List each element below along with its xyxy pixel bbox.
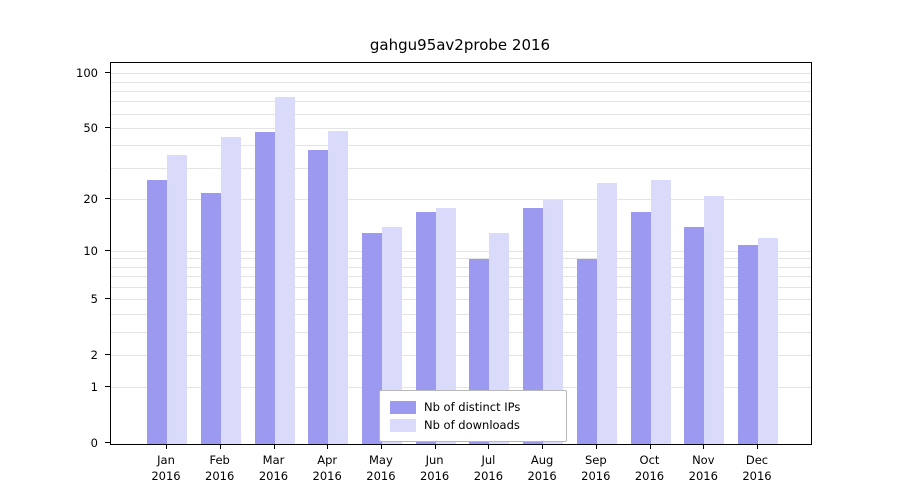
bar: [684, 226, 705, 444]
x-tick-mark: [542, 444, 544, 449]
bar: [596, 182, 617, 444]
x-tick-label: Jan 2016: [151, 453, 181, 483]
legend-swatch: [390, 400, 416, 414]
gridline: [111, 73, 811, 75]
x-tick-mark: [434, 444, 436, 449]
x-tick-label: Mar 2016: [258, 453, 289, 483]
x-tick-mark: [649, 444, 651, 449]
y-tick-label: 0: [90, 436, 98, 450]
bar: [254, 132, 275, 444]
bar: [738, 244, 758, 444]
bar: [274, 96, 295, 444]
x-tick-mark: [273, 444, 275, 449]
y-tick-label: 100: [76, 66, 98, 81]
bar: [543, 200, 564, 444]
gridline: [111, 145, 811, 147]
y-tick-label: 50: [83, 120, 98, 135]
y-tick-mark: [105, 298, 110, 300]
bar: [328, 130, 349, 444]
x-tick-label: Apr 2016: [312, 453, 342, 483]
x-tick-mark: [757, 444, 758, 449]
bar: [704, 196, 725, 444]
legend-label: Nb of downloads: [424, 418, 520, 432]
bar: [147, 179, 167, 444]
gridline: [111, 127, 811, 129]
y-tick-label: 5: [90, 292, 98, 307]
x-axis: Jan 2016 Feb 2016 Mar 2016 Apr 2016 May 2016…: [110, 444, 810, 490]
gridline: [111, 387, 811, 389]
bar: [200, 192, 221, 444]
x-tick-mark: [327, 444, 329, 449]
legend-label: Nb of distinct IPs: [424, 400, 521, 414]
bar: [630, 212, 651, 444]
y-tick-mark: [105, 353, 110, 355]
gridline: [111, 276, 811, 278]
x-tick-label: Sep 2016: [581, 453, 611, 483]
x-tick-label: Jul 2016: [473, 453, 504, 483]
gridline: [111, 331, 811, 333]
gridline: [111, 199, 811, 200]
gridline: [111, 258, 811, 260]
bar: [576, 259, 597, 444]
bar: [435, 208, 456, 444]
gridline: [111, 299, 811, 301]
gridline: [111, 266, 811, 268]
y-tick-label: 10: [83, 243, 98, 258]
y-tick-mark: [105, 126, 110, 128]
y-tick-label: 2: [90, 347, 98, 362]
bar: [381, 226, 402, 444]
gridline: [111, 287, 811, 288]
legend-item: Nb of distinct IPs: [390, 398, 556, 416]
bar: [308, 150, 329, 444]
y-tick-mark: [105, 198, 110, 199]
bar: [650, 179, 671, 444]
gridline: [111, 101, 811, 103]
legend: Nb of distinct IPs Nb of downloads: [379, 390, 567, 442]
plot-area: Nb of distinct IPs Nb of downloads: [110, 62, 812, 445]
gridline: [111, 354, 811, 356]
x-tick-label: Nov 2016: [688, 453, 718, 483]
y-tick-mark: [105, 249, 110, 251]
x-tick-label: Dec 2016: [742, 453, 772, 483]
x-tick-mark: [380, 444, 382, 449]
gridline: [111, 81, 811, 83]
bar: [415, 212, 436, 444]
x-tick-label: Oct 2016: [634, 453, 665, 483]
y-axis: 0 1 2 5 10 20 50 100: [0, 62, 110, 450]
gridline: [111, 113, 811, 115]
y-tick-mark: [105, 386, 110, 388]
gridline: [111, 167, 811, 169]
gridline: [111, 90, 811, 92]
bar: [220, 137, 241, 444]
legend-item: Nb of downloads: [390, 416, 556, 434]
x-tick-mark: [166, 444, 167, 449]
x-tick-mark: [703, 444, 705, 449]
x-tick-label: Jun 2016: [419, 453, 450, 483]
x-tick-label: May 2016: [366, 453, 396, 483]
y-tick-label: 20: [83, 192, 98, 206]
y-tick-mark: [105, 442, 110, 443]
bar: [523, 208, 544, 444]
bar: [361, 232, 382, 444]
bar: [167, 154, 187, 444]
x-tick-label: Feb 2016: [205, 453, 235, 483]
legend-swatch: [390, 418, 416, 432]
x-tick-mark: [219, 444, 221, 449]
x-tick-mark: [595, 444, 597, 449]
x-tick-label: Aug 2016: [527, 453, 557, 483]
gridline: [111, 314, 811, 315]
y-tick-mark: [105, 72, 110, 74]
y-tick-label: 1: [90, 380, 98, 395]
chart-title: gahgu95av2probe 2016: [369, 36, 551, 54]
x-tick-mark: [488, 444, 490, 449]
bar: [758, 238, 778, 444]
gridline: [111, 250, 811, 252]
